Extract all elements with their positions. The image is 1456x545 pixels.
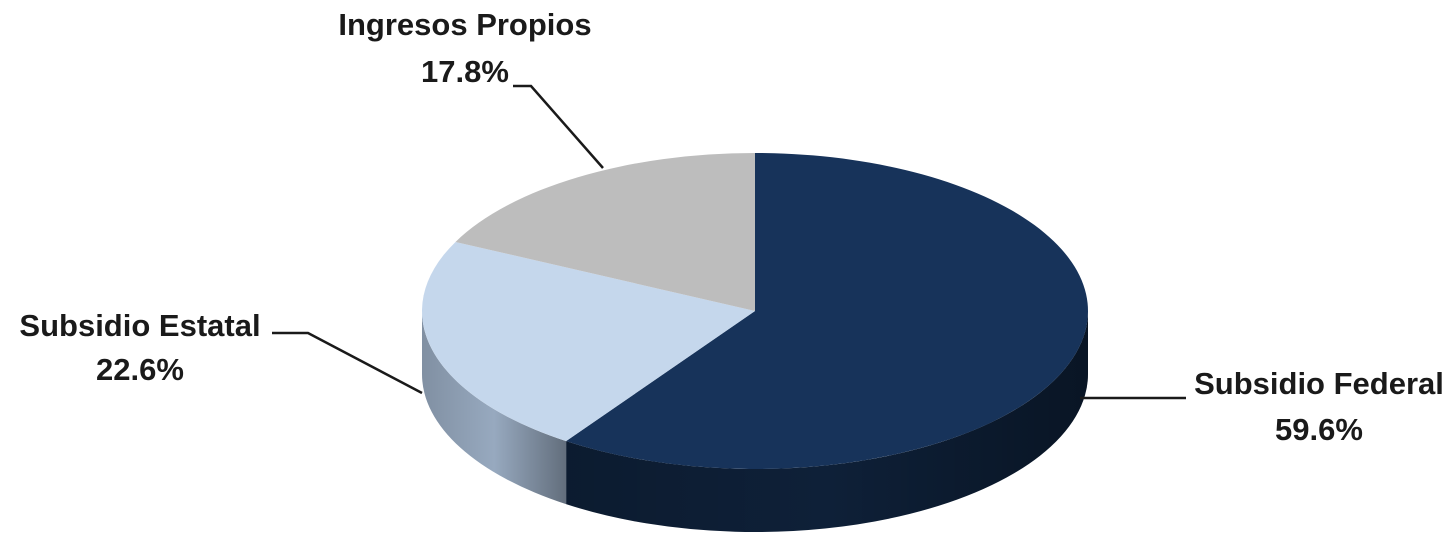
- pie-slice-subsidio-federal: [566, 153, 1088, 470]
- slice-labels: Subsidio Federal 59.6% Subsidio Estatal …: [19, 7, 1443, 447]
- pie-slice-subsidio-estatal: [422, 241, 755, 442]
- leader-line-subsidio-estatal: [272, 331, 423, 395]
- pie-slice-ingresos-propios: [455, 153, 755, 311]
- pie-side-shade-subsidio-estatal: [421, 311, 567, 505]
- pie-tops: [422, 153, 1088, 470]
- slice-label-ingresos-propios: Ingresos Propios: [338, 7, 591, 42]
- leader-lines: [272, 84, 1186, 400]
- slice-label-subsidio-estatal: Subsidio Estatal: [19, 308, 260, 343]
- pie-side-shade-subsidio-federal: [566, 311, 1088, 533]
- slice-label-subsidio-federal: Subsidio Federal: [1194, 366, 1444, 401]
- leader-line-ingresos-propios: [513, 84, 604, 169]
- pie-sides: [421, 311, 1088, 533]
- slice-value-subsidio-estatal: 22.6%: [96, 352, 184, 387]
- slice-value-ingresos-propios: 17.8%: [421, 54, 509, 89]
- slice-value-subsidio-federal: 59.6%: [1275, 412, 1363, 447]
